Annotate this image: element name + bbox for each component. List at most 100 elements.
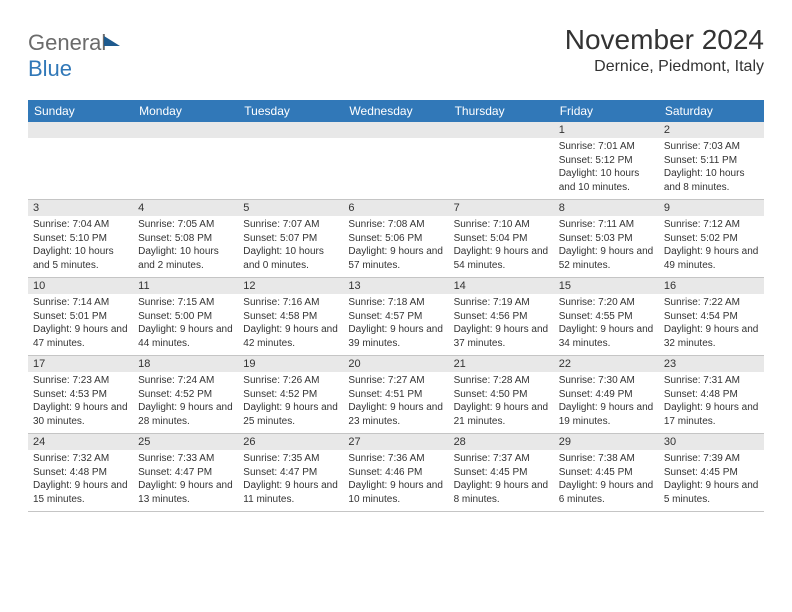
title-block: November 2024 Dernice, Piedmont, Italy xyxy=(565,24,764,76)
day-12: 12Sunrise: 7:16 AMSunset: 4:58 PMDayligh… xyxy=(238,278,343,356)
day-info: Sunrise: 7:38 AMSunset: 4:45 PMDaylight:… xyxy=(554,450,659,510)
day-20: 20Sunrise: 7:27 AMSunset: 4:51 PMDayligh… xyxy=(343,356,448,434)
day-19: 19Sunrise: 7:26 AMSunset: 4:52 PMDayligh… xyxy=(238,356,343,434)
day-28: 28Sunrise: 7:37 AMSunset: 4:45 PMDayligh… xyxy=(449,434,554,512)
logo-text-2: Blue xyxy=(28,56,72,81)
day-number: 25 xyxy=(133,434,238,450)
day-number: 12 xyxy=(238,278,343,294)
weekday-tuesday: Tuesday xyxy=(238,100,343,122)
day-1: 1Sunrise: 7:01 AMSunset: 5:12 PMDaylight… xyxy=(554,122,659,200)
day-8: 8Sunrise: 7:11 AMSunset: 5:03 PMDaylight… xyxy=(554,200,659,278)
empty-day-band xyxy=(449,122,554,138)
day-info: Sunrise: 7:24 AMSunset: 4:52 PMDaylight:… xyxy=(133,372,238,432)
day-23: 23Sunrise: 7:31 AMSunset: 4:48 PMDayligh… xyxy=(659,356,764,434)
day-info: Sunrise: 7:18 AMSunset: 4:57 PMDaylight:… xyxy=(343,294,448,354)
day-number: 19 xyxy=(238,356,343,372)
day-info: Sunrise: 7:05 AMSunset: 5:08 PMDaylight:… xyxy=(133,216,238,276)
week-row: 10Sunrise: 7:14 AMSunset: 5:01 PMDayligh… xyxy=(28,278,764,356)
logo: GeneralBlue xyxy=(28,24,120,82)
day-21: 21Sunrise: 7:28 AMSunset: 4:50 PMDayligh… xyxy=(449,356,554,434)
day-number: 16 xyxy=(659,278,764,294)
day-number: 6 xyxy=(343,200,448,216)
day-number: 26 xyxy=(238,434,343,450)
day-info: Sunrise: 7:31 AMSunset: 4:48 PMDaylight:… xyxy=(659,372,764,432)
day-number: 30 xyxy=(659,434,764,450)
weekday-monday: Monday xyxy=(133,100,238,122)
day-number: 20 xyxy=(343,356,448,372)
day-info: Sunrise: 7:30 AMSunset: 4:49 PMDaylight:… xyxy=(554,372,659,432)
calendar-body: 1Sunrise: 7:01 AMSunset: 5:12 PMDaylight… xyxy=(28,122,764,512)
day-26: 26Sunrise: 7:35 AMSunset: 4:47 PMDayligh… xyxy=(238,434,343,512)
day-24: 24Sunrise: 7:32 AMSunset: 4:48 PMDayligh… xyxy=(28,434,133,512)
day-info: Sunrise: 7:14 AMSunset: 5:01 PMDaylight:… xyxy=(28,294,133,354)
day-number: 8 xyxy=(554,200,659,216)
day-number: 23 xyxy=(659,356,764,372)
weekday-friday: Friday xyxy=(554,100,659,122)
day-info: Sunrise: 7:22 AMSunset: 4:54 PMDaylight:… xyxy=(659,294,764,354)
day-number: 4 xyxy=(133,200,238,216)
day-number: 3 xyxy=(28,200,133,216)
day-25: 25Sunrise: 7:33 AMSunset: 4:47 PMDayligh… xyxy=(133,434,238,512)
day-info: Sunrise: 7:19 AMSunset: 4:56 PMDaylight:… xyxy=(449,294,554,354)
day-number: 28 xyxy=(449,434,554,450)
weekday-sunday: Sunday xyxy=(28,100,133,122)
calendar: SundayMondayTuesdayWednesdayThursdayFrid… xyxy=(28,100,764,512)
day-number: 7 xyxy=(449,200,554,216)
day-number: 18 xyxy=(133,356,238,372)
day-number: 27 xyxy=(343,434,448,450)
day-info: Sunrise: 7:07 AMSunset: 5:07 PMDaylight:… xyxy=(238,216,343,276)
location: Dernice, Piedmont, Italy xyxy=(565,58,764,76)
logo-sail-icon xyxy=(104,36,120,46)
day-number: 13 xyxy=(343,278,448,294)
day-22: 22Sunrise: 7:30 AMSunset: 4:49 PMDayligh… xyxy=(554,356,659,434)
day-number: 11 xyxy=(133,278,238,294)
day-number: 1 xyxy=(554,122,659,138)
empty-day xyxy=(238,122,343,200)
day-info: Sunrise: 7:20 AMSunset: 4:55 PMDaylight:… xyxy=(554,294,659,354)
day-number: 15 xyxy=(554,278,659,294)
weekday-saturday: Saturday xyxy=(659,100,764,122)
day-number: 10 xyxy=(28,278,133,294)
weekday-wednesday: Wednesday xyxy=(343,100,448,122)
day-number: 22 xyxy=(554,356,659,372)
day-number: 24 xyxy=(28,434,133,450)
header: GeneralBlue November 2024 Dernice, Piedm… xyxy=(28,24,764,82)
month-title: November 2024 xyxy=(565,24,764,56)
day-info: Sunrise: 7:27 AMSunset: 4:51 PMDaylight:… xyxy=(343,372,448,432)
weekday-thursday: Thursday xyxy=(449,100,554,122)
day-11: 11Sunrise: 7:15 AMSunset: 5:00 PMDayligh… xyxy=(133,278,238,356)
day-info: Sunrise: 7:03 AMSunset: 5:11 PMDaylight:… xyxy=(659,138,764,198)
day-17: 17Sunrise: 7:23 AMSunset: 4:53 PMDayligh… xyxy=(28,356,133,434)
empty-day xyxy=(449,122,554,200)
day-29: 29Sunrise: 7:38 AMSunset: 4:45 PMDayligh… xyxy=(554,434,659,512)
day-info: Sunrise: 7:37 AMSunset: 4:45 PMDaylight:… xyxy=(449,450,554,510)
day-info: Sunrise: 7:32 AMSunset: 4:48 PMDaylight:… xyxy=(28,450,133,510)
day-13: 13Sunrise: 7:18 AMSunset: 4:57 PMDayligh… xyxy=(343,278,448,356)
calendar-document: GeneralBlue November 2024 Dernice, Piedm… xyxy=(0,0,792,528)
day-6: 6Sunrise: 7:08 AMSunset: 5:06 PMDaylight… xyxy=(343,200,448,278)
day-info: Sunrise: 7:10 AMSunset: 5:04 PMDaylight:… xyxy=(449,216,554,276)
empty-day-band xyxy=(238,122,343,138)
day-16: 16Sunrise: 7:22 AMSunset: 4:54 PMDayligh… xyxy=(659,278,764,356)
day-number: 21 xyxy=(449,356,554,372)
week-row: 24Sunrise: 7:32 AMSunset: 4:48 PMDayligh… xyxy=(28,434,764,512)
empty-day-band xyxy=(343,122,448,138)
week-row: 1Sunrise: 7:01 AMSunset: 5:12 PMDaylight… xyxy=(28,122,764,200)
week-row: 17Sunrise: 7:23 AMSunset: 4:53 PMDayligh… xyxy=(28,356,764,434)
empty-day xyxy=(133,122,238,200)
day-info: Sunrise: 7:01 AMSunset: 5:12 PMDaylight:… xyxy=(554,138,659,198)
day-info: Sunrise: 7:12 AMSunset: 5:02 PMDaylight:… xyxy=(659,216,764,276)
day-2: 2Sunrise: 7:03 AMSunset: 5:11 PMDaylight… xyxy=(659,122,764,200)
day-15: 15Sunrise: 7:20 AMSunset: 4:55 PMDayligh… xyxy=(554,278,659,356)
empty-day-band xyxy=(133,122,238,138)
day-info: Sunrise: 7:28 AMSunset: 4:50 PMDaylight:… xyxy=(449,372,554,432)
weekday-header: SundayMondayTuesdayWednesdayThursdayFrid… xyxy=(28,100,764,122)
day-info: Sunrise: 7:11 AMSunset: 5:03 PMDaylight:… xyxy=(554,216,659,276)
day-10: 10Sunrise: 7:14 AMSunset: 5:01 PMDayligh… xyxy=(28,278,133,356)
day-number: 14 xyxy=(449,278,554,294)
week-row: 3Sunrise: 7:04 AMSunset: 5:10 PMDaylight… xyxy=(28,200,764,278)
day-number: 29 xyxy=(554,434,659,450)
day-27: 27Sunrise: 7:36 AMSunset: 4:46 PMDayligh… xyxy=(343,434,448,512)
empty-day-band xyxy=(28,122,133,138)
day-info: Sunrise: 7:35 AMSunset: 4:47 PMDaylight:… xyxy=(238,450,343,510)
